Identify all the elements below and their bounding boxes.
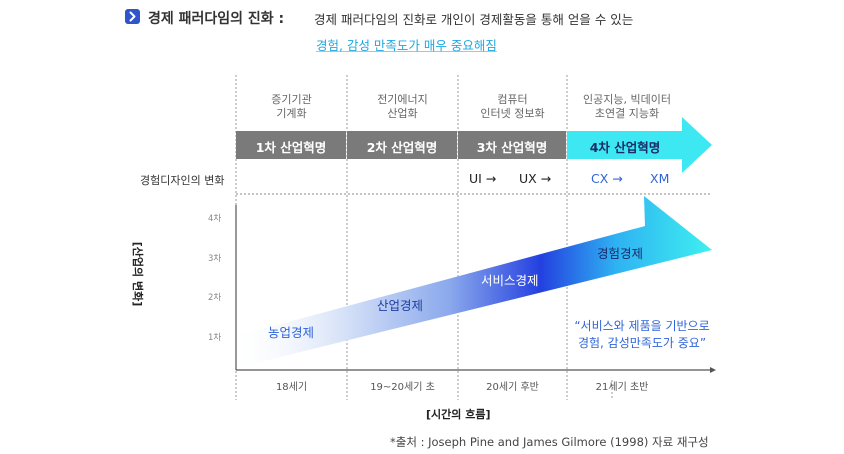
y-tick-2: 2차 <box>208 291 221 303</box>
x-axis-arrowhead <box>710 367 716 373</box>
revolution-label-1: 1차 산업혁명 <box>236 137 346 156</box>
stage-industrial: 산업경제 <box>377 295 423 314</box>
stage-experience: 경험경제 <box>597 243 643 262</box>
experience-item-xm: XM <box>650 171 669 186</box>
era-header-3: 컴퓨터 인터넷 정보화 <box>458 93 567 121</box>
revolution-label-2: 2차 산업혁명 <box>347 137 457 156</box>
revolution-label-4: 4차 산업혁명 <box>567 137 683 156</box>
y-axis-label: [산업의 변화] <box>130 234 146 314</box>
y-tick-3: 3차 <box>208 252 221 264</box>
era-header-1: 증기기관 기계화 <box>236 93 347 121</box>
y-tick-4: 4차 <box>208 212 221 224</box>
revolution-label-3: 3차 산업혁명 <box>458 137 566 156</box>
experience-row-label: 경험디자인의 변화 <box>140 172 224 188</box>
stage-agricultural: 농업경제 <box>268 322 314 341</box>
era-header-4: 인공지능, 빅데이터 초연결 지능화 <box>567 93 687 121</box>
x-tick-3: 20세기 후반 <box>458 378 567 393</box>
x-axis-label: [시간의 흐름] <box>426 406 490 422</box>
experience-item-cx: CX → <box>591 171 623 186</box>
experience-item-ui: UI → <box>469 171 496 186</box>
x-tick-1: 18세기 <box>236 378 347 393</box>
source-note: *출처 : Joseph Pine and James Gilmore (199… <box>390 434 709 450</box>
experience-quote: “서비스와 제품을 기반으로 경험, 감성만족도가 중요” <box>562 318 722 352</box>
era-header-2: 전기에너지 산업화 <box>347 93 458 121</box>
y-tick-1: 1차 <box>208 331 221 343</box>
experience-item-ux: UX → <box>519 171 551 186</box>
x-tick-2: 19~20세기 초 <box>347 378 458 393</box>
x-tick-4: 21세기 초반 <box>567 378 677 393</box>
stage-service: 서비스경제 <box>481 270 539 289</box>
